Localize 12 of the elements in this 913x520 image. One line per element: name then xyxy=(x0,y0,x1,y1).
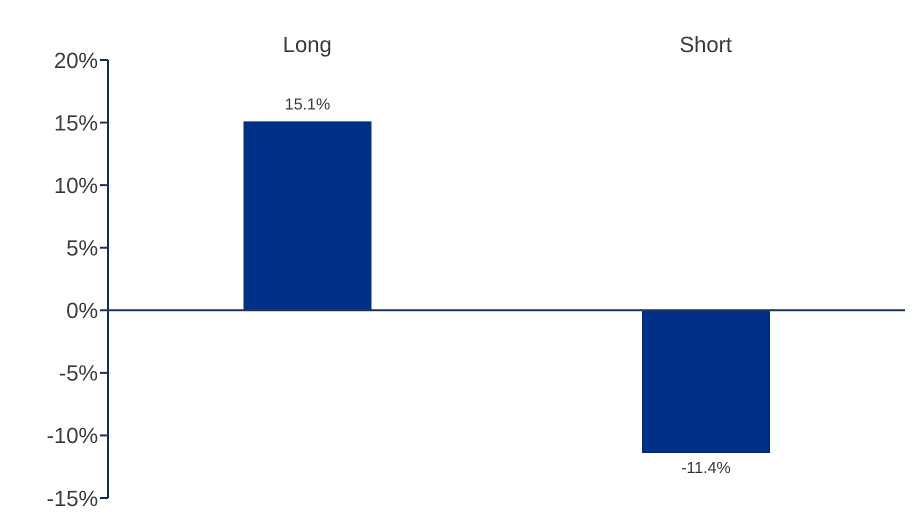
y-tick-label: 15% xyxy=(54,110,98,136)
y-tick-label: 0% xyxy=(66,298,98,324)
x-tick-label: Short xyxy=(679,32,732,57)
data-label: 15.1% xyxy=(284,96,330,114)
data-label: -11.4% xyxy=(681,460,731,477)
y-tick-label: -5% xyxy=(58,360,98,386)
y-tick-label: -15% xyxy=(46,486,98,511)
x-tick-label: Long xyxy=(282,32,332,57)
y-tick-label: 10% xyxy=(54,172,98,198)
y-tick-label: 5% xyxy=(66,236,98,261)
y-tick-label: 20% xyxy=(54,48,98,73)
y-tick-label: -10% xyxy=(46,423,98,448)
